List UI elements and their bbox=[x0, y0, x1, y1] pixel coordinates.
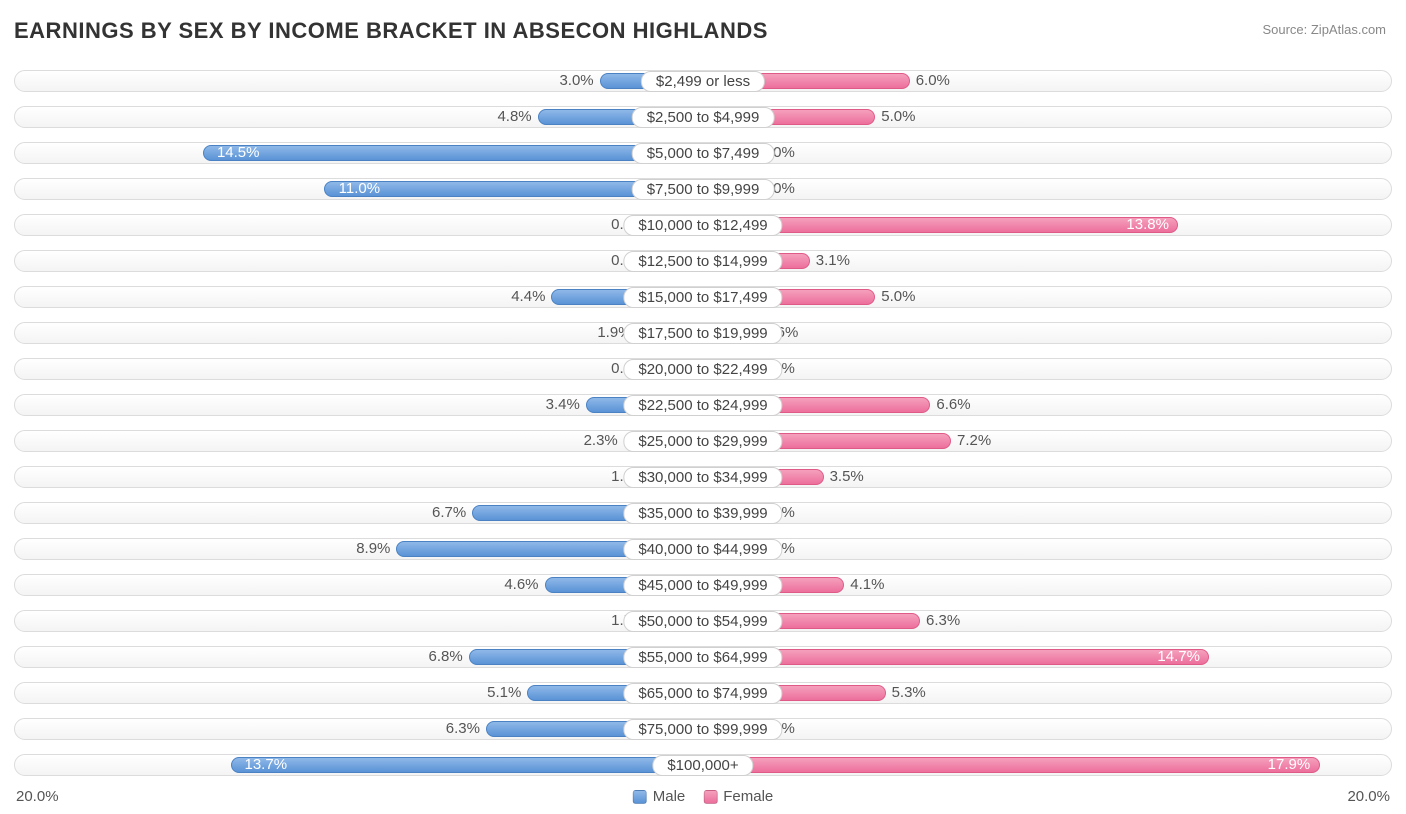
female-value-label: 4.1% bbox=[850, 576, 884, 593]
female-value-label: 6.0% bbox=[916, 72, 950, 89]
category-label: $22,500 to $24,999 bbox=[623, 395, 782, 416]
female-value-label: 13.8% bbox=[1126, 216, 1169, 233]
chart-row: 6.8% 14.7% $55,000 to $64,999 bbox=[14, 640, 1392, 674]
male-value-label: 4.4% bbox=[511, 288, 545, 305]
category-label: $20,000 to $22,499 bbox=[623, 359, 782, 380]
chart-row: 1.9%1.6%$17,500 to $19,999 bbox=[14, 316, 1392, 350]
female-value-label: 3.1% bbox=[816, 252, 850, 269]
female-value-label: 6.3% bbox=[926, 612, 960, 629]
male-value-label: 8.9% bbox=[356, 540, 390, 557]
chart-row: 5.1% 5.3% $65,000 to $74,999 bbox=[14, 676, 1392, 710]
category-label: $17,500 to $19,999 bbox=[623, 323, 782, 344]
chart-row: 8.9%0.0%$40,000 to $44,999 bbox=[14, 532, 1392, 566]
chart-footer: 20.0% Male Female 20.0% bbox=[14, 786, 1392, 814]
chart-row: 0.0%0.0%$20,000 to $22,499 bbox=[14, 352, 1392, 386]
legend: Male Female bbox=[633, 788, 774, 805]
legend-male-label: Male bbox=[653, 788, 686, 805]
source-attribution: Source: ZipAtlas.com bbox=[1262, 22, 1386, 37]
female-bar bbox=[703, 757, 1320, 773]
axis-max-right: 20.0% bbox=[1347, 788, 1390, 805]
axis-max-left: 20.0% bbox=[16, 788, 59, 805]
diverging-bar-chart: 3.0% 6.0% $2,499 or less 4.8% 5.0% $2,500 to … bbox=[14, 64, 1392, 782]
chart-row: 4.6% 4.1% $45,000 to $49,999 bbox=[14, 568, 1392, 602]
male-bar bbox=[203, 145, 703, 161]
category-label: $35,000 to $39,999 bbox=[623, 503, 782, 524]
female-value-label: 5.0% bbox=[881, 288, 915, 305]
legend-female-swatch bbox=[703, 790, 717, 804]
chart-row: 2.3% 7.2% $25,000 to $29,999 bbox=[14, 424, 1392, 458]
category-label: $75,000 to $99,999 bbox=[623, 719, 782, 740]
legend-female-label: Female bbox=[723, 788, 773, 805]
chart-row: 6.7%0.0%$35,000 to $39,999 bbox=[14, 496, 1392, 530]
category-label: $15,000 to $17,499 bbox=[623, 287, 782, 308]
male-value-label: 3.4% bbox=[546, 396, 580, 413]
category-label: $65,000 to $74,999 bbox=[623, 683, 782, 704]
category-label: $45,000 to $49,999 bbox=[623, 575, 782, 596]
legend-female: Female bbox=[703, 788, 773, 805]
male-value-label: 3.0% bbox=[559, 72, 593, 89]
male-value-label: 14.5% bbox=[217, 144, 260, 161]
chart-row: 13.7% 17.9% $100,000+ bbox=[14, 748, 1392, 782]
chart-row: 3.4% 6.6% $22,500 to $24,999 bbox=[14, 388, 1392, 422]
male-bar bbox=[231, 757, 703, 773]
category-label: $50,000 to $54,999 bbox=[623, 611, 782, 632]
male-value-label: 11.0% bbox=[339, 180, 380, 197]
category-label: $2,499 or less bbox=[641, 71, 765, 92]
category-label: $10,000 to $12,499 bbox=[623, 215, 782, 236]
female-value-label: 5.0% bbox=[881, 108, 915, 125]
female-value-label: 17.9% bbox=[1268, 756, 1311, 773]
female-value-label: 14.7% bbox=[1157, 648, 1200, 665]
female-value-label: 6.6% bbox=[936, 396, 970, 413]
category-label: $30,000 to $34,999 bbox=[623, 467, 782, 488]
category-label: $100,000+ bbox=[652, 755, 753, 776]
chart-row: 3.0% 6.0% $2,499 or less bbox=[14, 64, 1392, 98]
male-value-label: 5.1% bbox=[487, 684, 521, 701]
chart-row: 6.3%0.0%$75,000 to $99,999 bbox=[14, 712, 1392, 746]
chart-row: 14.5%0.0%$5,000 to $7,499 bbox=[14, 136, 1392, 170]
chart-row: 11.0%0.0%$7,500 to $9,999 bbox=[14, 172, 1392, 206]
category-label: $2,500 to $4,999 bbox=[632, 107, 775, 128]
category-label: $55,000 to $64,999 bbox=[623, 647, 782, 668]
female-value-label: 5.3% bbox=[892, 684, 926, 701]
chart-row: 1.5%6.3%$50,000 to $54,999 bbox=[14, 604, 1392, 638]
chart-row: 0.0%3.1%$12,500 to $14,999 bbox=[14, 244, 1392, 278]
category-label: $40,000 to $44,999 bbox=[623, 539, 782, 560]
male-value-label: 13.7% bbox=[245, 756, 288, 773]
category-label: $12,500 to $14,999 bbox=[623, 251, 782, 272]
male-value-label: 6.3% bbox=[446, 720, 480, 737]
male-value-label: 6.8% bbox=[429, 648, 463, 665]
female-value-label: 3.5% bbox=[830, 468, 864, 485]
male-value-label: 4.6% bbox=[504, 576, 538, 593]
chart-row: 0.0%13.8%$10,000 to $12,499 bbox=[14, 208, 1392, 242]
category-label: $7,500 to $9,999 bbox=[632, 179, 775, 200]
female-value-label: 7.2% bbox=[957, 432, 991, 449]
male-value-label: 4.8% bbox=[497, 108, 531, 125]
category-label: $5,000 to $7,499 bbox=[632, 143, 775, 164]
legend-male: Male bbox=[633, 788, 686, 805]
male-value-label: 6.7% bbox=[432, 504, 466, 521]
chart-row: 4.4% 5.0% $15,000 to $17,499 bbox=[14, 280, 1392, 314]
category-label: $25,000 to $29,999 bbox=[623, 431, 782, 452]
chart-row: 4.8% 5.0% $2,500 to $4,999 bbox=[14, 100, 1392, 134]
chart-title: EARNINGS BY SEX BY INCOME BRACKET IN ABS… bbox=[14, 18, 1392, 44]
legend-male-swatch bbox=[633, 790, 647, 804]
male-value-label: 2.3% bbox=[584, 432, 618, 449]
chart-row: 1.1%3.5%$30,000 to $34,999 bbox=[14, 460, 1392, 494]
